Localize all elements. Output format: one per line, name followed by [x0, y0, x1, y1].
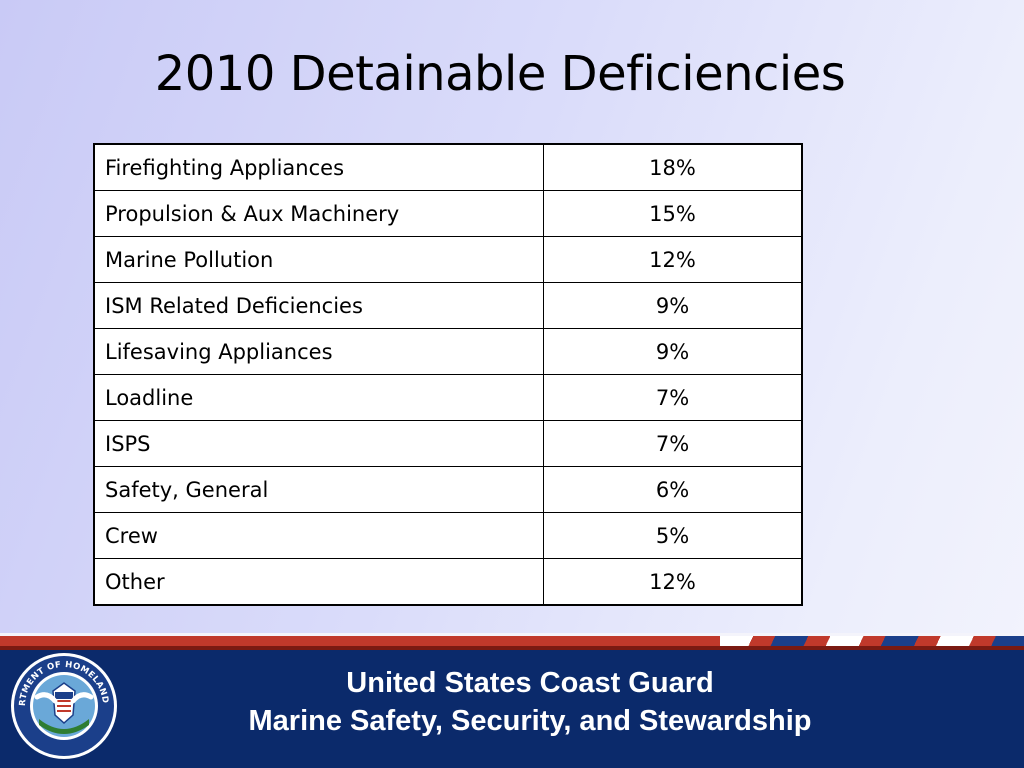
table-row: Other 12% — [93, 558, 803, 606]
category-cell: ISPS — [93, 420, 544, 467]
category-cell: Lifesaving Appliances — [93, 328, 544, 375]
table-row: Firefighting Appliances 18% — [93, 143, 803, 191]
percent-cell: 5% — [543, 512, 803, 559]
footer-tagline: Marine Safety, Security, and Stewardship — [248, 705, 812, 737]
footer-bar — [0, 650, 1024, 768]
table-row: Lifesaving Appliances 9% — [93, 328, 803, 375]
category-cell: Safety, General — [93, 466, 544, 513]
category-cell: Firefighting Appliances — [93, 143, 544, 191]
category-cell: ISM Related Deficiencies — [93, 282, 544, 329]
deficiencies-table: Firefighting Appliances 18% Propulsion &… — [93, 143, 803, 606]
table-row: Crew 5% — [93, 512, 803, 559]
footer-divider-dark — [0, 646, 1024, 650]
percent-cell: 12% — [543, 236, 803, 283]
table-row: ISM Related Deficiencies 9% — [93, 282, 803, 329]
percent-cell: 6% — [543, 466, 803, 513]
category-cell: Propulsion & Aux Machinery — [93, 190, 544, 237]
category-cell: Other — [93, 558, 544, 606]
table-row: Loadline 7% — [93, 374, 803, 421]
footer-stripe-pattern — [720, 636, 1024, 648]
percent-cell: 7% — [543, 374, 803, 421]
slide-title: 2010 Detainable Deficiencies — [154, 46, 846, 102]
percent-cell: 9% — [543, 282, 803, 329]
table-row: ISPS 7% — [93, 420, 803, 467]
category-cell: Loadline — [93, 374, 544, 421]
category-cell: Crew — [93, 512, 544, 559]
percent-cell: 12% — [543, 558, 803, 606]
footer-text: United States Coast Guard Marine Safety,… — [150, 664, 910, 740]
dhs-seal-icon: U.S. DEPARTMENT OF HOMELAND SECURITY — [9, 651, 117, 759]
table-row: Propulsion & Aux Machinery 15% — [93, 190, 803, 237]
percent-cell: 7% — [543, 420, 803, 467]
category-cell: Marine Pollution — [93, 236, 544, 283]
footer-divider-white — [0, 633, 1024, 637]
footer-org-name: United States Coast Guard — [346, 667, 714, 699]
table-row: Marine Pollution 12% — [93, 236, 803, 283]
percent-cell: 15% — [543, 190, 803, 237]
percent-cell: 18% — [543, 143, 803, 191]
percent-cell: 9% — [543, 328, 803, 375]
table-row: Safety, General 6% — [93, 466, 803, 513]
